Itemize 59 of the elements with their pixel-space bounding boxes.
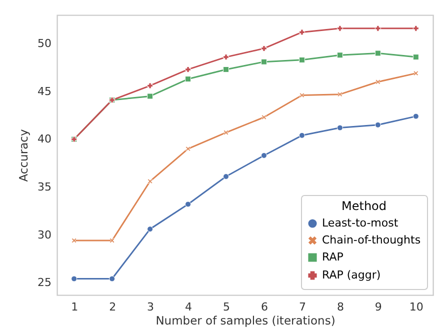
point	[223, 66, 229, 72]
point	[374, 50, 381, 56]
point	[298, 29, 305, 36]
point	[298, 56, 305, 63]
x-tick-label: 3	[147, 300, 154, 314]
point	[374, 122, 381, 128]
point	[185, 201, 192, 208]
y-tick-label: 45	[38, 84, 52, 98]
point	[71, 238, 77, 244]
point	[185, 146, 191, 152]
point	[223, 54, 229, 60]
point	[298, 132, 305, 138]
point	[147, 226, 154, 232]
point	[261, 152, 267, 158]
point	[413, 70, 419, 76]
point	[261, 58, 267, 65]
legend-label: Least-to-most	[322, 216, 399, 230]
point	[261, 114, 267, 120]
point	[375, 79, 381, 85]
y-tick-label: 40	[38, 132, 52, 146]
point	[109, 276, 116, 282]
point	[336, 25, 343, 32]
point	[412, 54, 419, 60]
x-tick-label: 4	[185, 300, 192, 314]
x-axis-title: Number of samples (iterations)	[156, 314, 336, 328]
point	[336, 124, 343, 131]
y-tick-label: 30	[38, 228, 52, 242]
x-tick-label: 7	[298, 300, 306, 314]
point	[336, 52, 343, 58]
x-tick-label: 8	[336, 300, 344, 314]
point	[185, 66, 192, 72]
point	[109, 238, 115, 244]
legend-label: RAP (aggr)	[322, 268, 381, 282]
x-tick-label: 1	[71, 300, 78, 314]
x-tick-label: 6	[260, 300, 268, 314]
x-tick-label: 2	[109, 300, 116, 314]
x-tick-label: 10	[409, 300, 424, 314]
point	[337, 92, 343, 97]
y-axis-title: Accuracy	[16, 129, 31, 182]
point	[147, 178, 153, 184]
y-tick-label: 25	[38, 276, 52, 290]
point	[412, 25, 419, 32]
point	[223, 174, 229, 180]
point	[185, 76, 192, 82]
legend-title: Method	[341, 199, 387, 213]
point	[147, 93, 154, 100]
x-tick-label: 5	[223, 300, 230, 314]
point	[374, 25, 381, 32]
point	[412, 113, 419, 120]
legend-label: Chain-of-thoughts	[322, 234, 421, 246]
point	[71, 276, 78, 282]
x-tick-label: 9	[374, 300, 382, 314]
point	[223, 130, 229, 136]
point	[147, 82, 154, 89]
y-tick-label: 50	[38, 37, 52, 50]
legend-label: RAP	[322, 250, 344, 264]
point	[299, 92, 305, 98]
y-tick-label: 35	[38, 180, 52, 194]
point	[261, 45, 267, 52]
